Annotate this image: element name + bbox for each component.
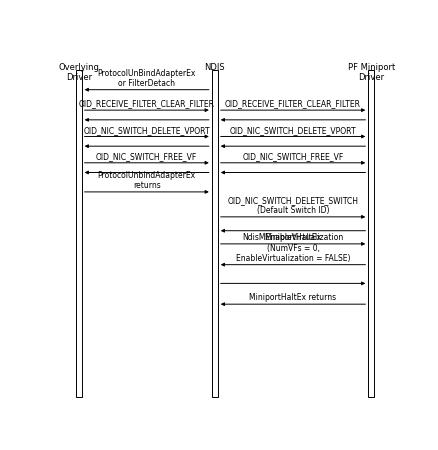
Text: OID_NIC_SWITCH_DELETE_VPORT: OID_NIC_SWITCH_DELETE_VPORT xyxy=(229,126,356,135)
Text: ProtocolUnBindAdapterEx
or FilterDetach: ProtocolUnBindAdapterEx or FilterDetach xyxy=(97,68,195,88)
Bar xyxy=(211,70,217,397)
Bar xyxy=(75,70,81,397)
Text: NDIS: NDIS xyxy=(204,63,225,72)
Text: MiniportHaltEx returns: MiniportHaltEx returns xyxy=(249,293,336,302)
Text: OID_RECEIVE_FILTER_CLEAR_FILTER: OID_RECEIVE_FILTER_CLEAR_FILTER xyxy=(225,99,360,108)
Text: OID_NIC_SWITCH_FREE_VF: OID_NIC_SWITCH_FREE_VF xyxy=(242,152,343,161)
Text: ProtocolUnbindAdapterEx
returns: ProtocolUnbindAdapterEx returns xyxy=(97,171,195,190)
Text: NdisMEnableVirtualization
(NumVFs = 0,
EnableVirtualization = FALSE): NdisMEnableVirtualization (NumVFs = 0, E… xyxy=(235,233,350,263)
Text: MiniportHaltEx: MiniportHaltEx xyxy=(264,233,321,242)
Text: OID_NIC_SWITCH_DELETE_SWITCH
(Default Switch ID): OID_NIC_SWITCH_DELETE_SWITCH (Default Sw… xyxy=(227,196,358,215)
Text: OID_NIC_SWITCH_DELETE_VPORT: OID_NIC_SWITCH_DELETE_VPORT xyxy=(83,126,209,135)
Bar xyxy=(367,70,374,397)
Text: OID_RECEIVE_FILTER_CLEAR_FILTER: OID_RECEIVE_FILTER_CLEAR_FILTER xyxy=(78,99,214,108)
Text: PF Miniport
Driver: PF Miniport Driver xyxy=(347,63,394,82)
Text: OID_NIC_SWITCH_FREE_VF: OID_NIC_SWITCH_FREE_VF xyxy=(96,152,197,161)
Text: Overlying
Driver: Overlying Driver xyxy=(58,63,99,82)
